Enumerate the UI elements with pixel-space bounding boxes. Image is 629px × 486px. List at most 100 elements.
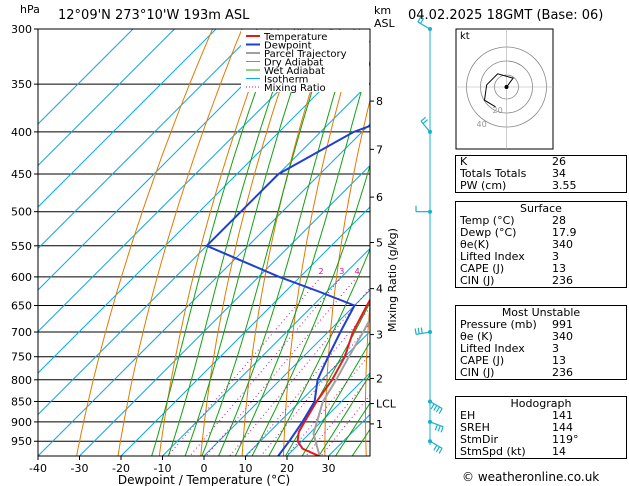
wind-barb-base: [428, 399, 432, 403]
dry-adiabat-line: [76, 29, 213, 460]
wind-barb-flag: [435, 425, 437, 431]
wind-barbs: [415, 17, 443, 454]
pressure-tick-label: 300: [11, 23, 32, 36]
wind-barb-base: [428, 420, 432, 424]
isotherm-line: [0, 29, 424, 456]
wind-barb-flag: [436, 447, 439, 452]
isotherm-line: [0, 29, 299, 456]
legend: TemperatureDewpointParcel TrajectoryDry …: [241, 30, 369, 94]
x-tick-label: -30: [71, 462, 89, 475]
row-value: 236: [552, 275, 622, 287]
wind-barb-staff: [421, 121, 430, 132]
pressure-tick-label: 850: [11, 395, 32, 408]
wind-barb-flag: [423, 120, 428, 124]
wind-barb-flag: [434, 405, 437, 410]
surface-row: CIN (J) 236: [456, 275, 626, 287]
wind-barb-base: [428, 27, 432, 31]
hodograph-title: Hodograph: [456, 397, 626, 410]
wind-barb: [428, 439, 442, 453]
pressure-tick-label: 800: [11, 374, 32, 387]
wind-barb-flag: [415, 329, 416, 335]
hodo-row: StmSpd (kt) 14: [456, 446, 626, 458]
wind-barb-base: [428, 210, 432, 214]
storm-motion-dot: [505, 85, 509, 89]
hodograph: kt 20 40: [456, 29, 553, 149]
wind-barb-flag: [421, 327, 422, 333]
mixing-ratio-label: 4: [355, 267, 360, 276]
wind-barb-flag: [431, 404, 434, 409]
wind-barb-flag: [421, 117, 426, 121]
wind-barb-flag: [434, 445, 437, 450]
km-tick-label: LCL: [376, 398, 397, 411]
legend-label: Mixing Ratio: [264, 83, 326, 94]
row-value: 236: [552, 367, 622, 379]
pressure-tick-label: 600: [11, 271, 32, 284]
index-value: 3.55: [552, 180, 622, 192]
wind-barb-flag: [441, 427, 443, 433]
km-tick-label: 7: [376, 143, 383, 156]
isotherm-line: [38, 29, 465, 456]
hpa-label: hPa: [20, 2, 40, 17]
isotherm-line: [0, 29, 216, 456]
row-value: 340: [552, 239, 622, 251]
mixing-ratio-line: [284, 277, 434, 460]
wind-barb-flag: [439, 408, 442, 413]
asl-label: ASL: [374, 17, 395, 30]
indices-table: K26 Totals Totals34 PW (cm)3.55: [455, 155, 627, 193]
hodograph-unit: kt: [460, 31, 470, 42]
x-tick-label: -40: [29, 462, 47, 475]
pressure-tick-label: 550: [11, 240, 32, 253]
mixing-ratio-line: [165, 277, 321, 460]
wind-barb-flag: [438, 426, 440, 432]
mixing-ratio-axis-title: Mixing Ratio (g/kg): [386, 228, 399, 332]
wind-barb-staff: [416, 332, 430, 334]
pressure-tick-label: 750: [11, 351, 32, 364]
pressure-tick-label: 450: [11, 168, 32, 181]
footer-credit: © weatheronline.co.uk: [462, 470, 599, 484]
km-tick-label: 8: [376, 95, 383, 108]
dry-adiabat-line: [405, 29, 448, 460]
mixing-ratio-line: [244, 277, 396, 460]
km-tick-label: 3: [376, 329, 383, 342]
mixing-ratio-label: 2: [318, 267, 323, 276]
wind-barb-flag: [436, 407, 439, 412]
isotherm-line: [0, 29, 258, 456]
row-value: 340: [552, 331, 622, 343]
wet-adiabat-line: [151, 29, 279, 460]
wind-barb: [415, 327, 432, 334]
km-tick-label: 1: [376, 418, 383, 431]
km-tick-label: 4: [376, 283, 383, 296]
pressure-tick-label: 950: [11, 435, 32, 448]
location-label: 12°09'N 273°10'W 193m ASL: [58, 8, 249, 23]
row-label: StmSpd (kt): [460, 446, 526, 458]
wind-barb-base: [428, 130, 432, 134]
hodograph-table: Hodograph EH141 SREH144 StmDir119° StmSp…: [455, 396, 627, 459]
most-unstable-table: Most Unstable Pressure (mb)991 θe (K)340…: [455, 305, 627, 380]
hodograph-ring-label: 20: [493, 106, 503, 115]
wind-barb-base: [428, 439, 432, 443]
pressure-tick-label: 400: [11, 126, 32, 139]
km-tick-label: 2: [376, 372, 383, 385]
row-label: CIN (J): [460, 367, 494, 379]
mu-row: CIN (J) 236: [456, 367, 626, 379]
wind-barb-staff: [418, 22, 430, 29]
index-label: PW (cm): [460, 180, 506, 192]
km-tick-label: 6: [376, 191, 383, 204]
surface-table: Surface Temp (°C)28 Dewp (°C)17.9 θe(K)3…: [455, 201, 627, 288]
hodograph-ring-label: 40: [477, 120, 487, 129]
row-label: CIN (J): [460, 275, 494, 287]
index-row: PW (cm) 3.55: [456, 180, 626, 192]
mixing-ratio-line: [227, 277, 380, 460]
wind-barb-base: [428, 330, 432, 334]
mixing-ratio-label: 3: [339, 267, 344, 276]
pressure-tick-label: 350: [11, 78, 32, 91]
mixing-ratio-label: 10: [404, 267, 414, 276]
wind-barb-flag: [418, 328, 419, 334]
mixing-ratio-label: 6: [377, 267, 382, 276]
km-tick-label: 5: [376, 237, 383, 250]
x-axis-title: Dewpoint / Temperature (°C): [118, 473, 290, 486]
pressure-tick-label: 700: [11, 326, 32, 339]
wind-barb-flag: [439, 448, 442, 453]
pressure-tick-label: 900: [11, 416, 32, 429]
row-value: 14: [552, 446, 622, 458]
